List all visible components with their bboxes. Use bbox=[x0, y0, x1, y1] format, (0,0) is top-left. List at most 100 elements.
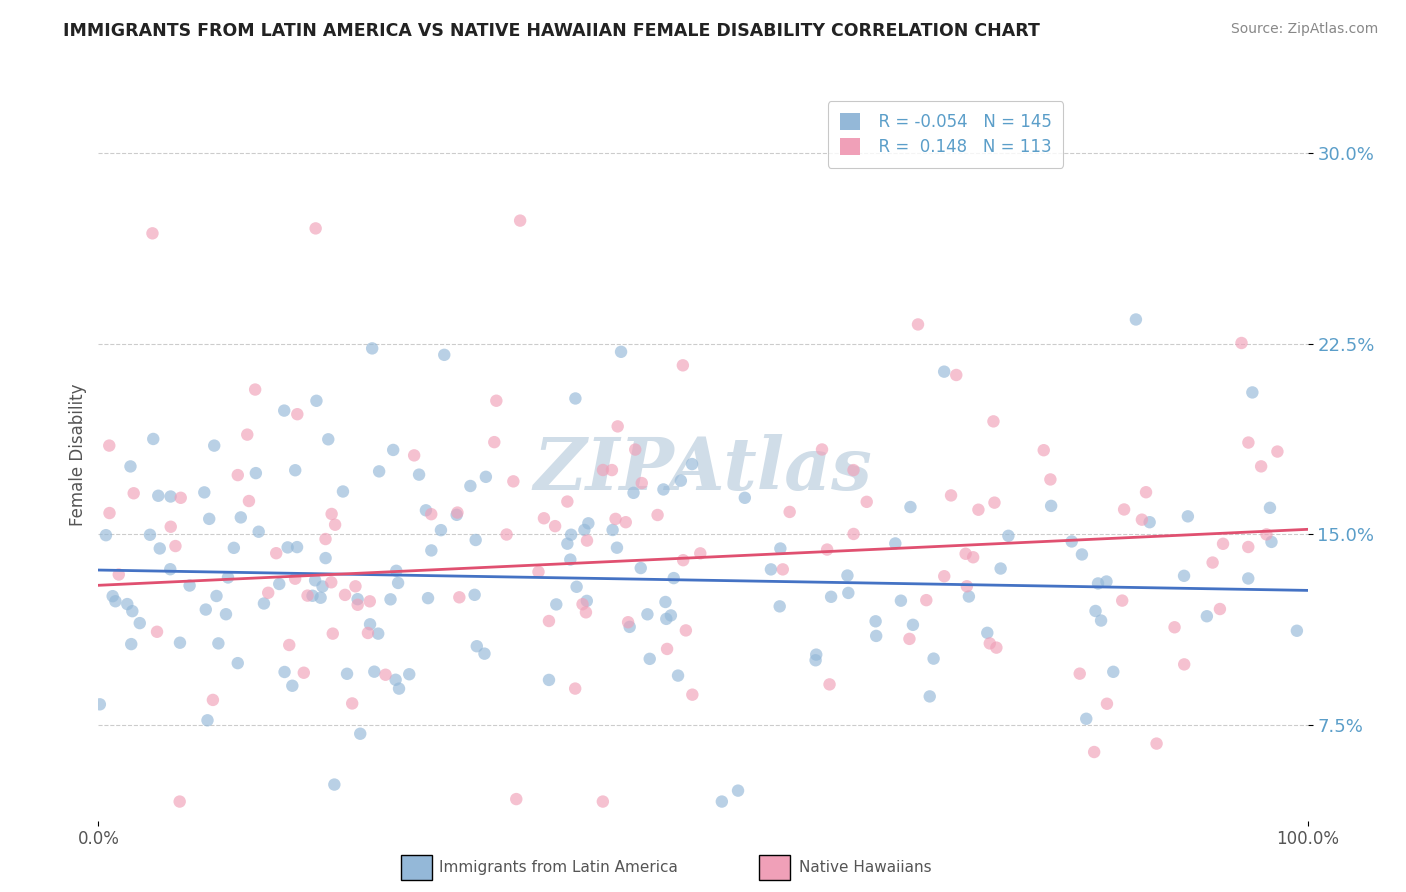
Point bbox=[226, 468, 249, 483]
Point bbox=[1201, 556, 1223, 570]
Point bbox=[564, 392, 586, 406]
Point bbox=[1095, 574, 1118, 589]
Point bbox=[474, 647, 496, 661]
Point bbox=[238, 494, 260, 508]
Point bbox=[922, 651, 945, 665]
Point bbox=[404, 449, 426, 463]
Point bbox=[98, 506, 121, 520]
Point bbox=[1256, 527, 1278, 541]
Point bbox=[297, 589, 319, 603]
Point bbox=[311, 579, 333, 593]
Point bbox=[315, 532, 337, 546]
Point bbox=[907, 318, 929, 332]
Point bbox=[205, 589, 228, 603]
Point bbox=[571, 597, 593, 611]
Point bbox=[321, 507, 343, 521]
Point bbox=[727, 783, 749, 797]
Point bbox=[997, 529, 1019, 543]
Point bbox=[159, 520, 181, 534]
Point bbox=[89, 698, 111, 712]
Point bbox=[815, 542, 838, 557]
Point bbox=[659, 608, 682, 623]
Point bbox=[576, 516, 599, 531]
Point bbox=[990, 561, 1012, 575]
Point bbox=[336, 666, 359, 681]
Point bbox=[142, 432, 165, 446]
Point bbox=[560, 552, 582, 566]
Point bbox=[201, 693, 224, 707]
Point bbox=[465, 639, 488, 653]
Point bbox=[1090, 614, 1112, 628]
Point bbox=[1267, 444, 1289, 458]
Point bbox=[367, 626, 389, 640]
Point bbox=[1139, 515, 1161, 529]
Point bbox=[430, 523, 453, 537]
Point bbox=[681, 457, 703, 471]
Point bbox=[380, 592, 402, 607]
Point bbox=[229, 510, 252, 524]
Point bbox=[128, 616, 150, 631]
Point bbox=[194, 602, 217, 616]
Point bbox=[537, 673, 560, 687]
Point bbox=[1071, 548, 1094, 562]
Point bbox=[655, 642, 678, 657]
Point bbox=[107, 567, 129, 582]
Point bbox=[408, 467, 430, 482]
Point bbox=[544, 519, 567, 533]
Point bbox=[610, 344, 633, 359]
Point bbox=[957, 590, 980, 604]
Point bbox=[806, 648, 828, 662]
Point bbox=[772, 562, 794, 576]
Point bbox=[1060, 534, 1083, 549]
Point bbox=[979, 636, 1001, 650]
Point bbox=[710, 795, 733, 809]
Point bbox=[976, 625, 998, 640]
Point bbox=[1237, 435, 1260, 450]
Point bbox=[322, 626, 344, 640]
Text: Native Hawaiians: Native Hawaiians bbox=[799, 860, 931, 874]
Point bbox=[304, 574, 326, 588]
Point bbox=[837, 586, 859, 600]
Point bbox=[277, 541, 299, 555]
Point bbox=[666, 668, 689, 682]
Point bbox=[898, 632, 921, 646]
Point bbox=[292, 665, 315, 680]
Point bbox=[415, 503, 437, 517]
Point bbox=[939, 488, 962, 502]
Point bbox=[420, 507, 443, 521]
Point bbox=[1177, 509, 1199, 524]
Point bbox=[592, 463, 614, 477]
Point bbox=[245, 466, 267, 480]
Point bbox=[197, 714, 219, 728]
Point bbox=[323, 517, 346, 532]
Point bbox=[818, 677, 841, 691]
Point bbox=[1076, 712, 1098, 726]
Point bbox=[654, 595, 676, 609]
Point bbox=[484, 435, 506, 450]
Point bbox=[278, 638, 301, 652]
Point bbox=[243, 383, 266, 397]
Point bbox=[464, 533, 486, 547]
Point bbox=[624, 442, 647, 457]
Point bbox=[842, 463, 865, 477]
Point bbox=[120, 459, 142, 474]
Point bbox=[557, 494, 579, 508]
Point bbox=[215, 607, 238, 622]
Point bbox=[557, 537, 579, 551]
Point bbox=[652, 483, 675, 497]
Point bbox=[460, 479, 482, 493]
Point bbox=[285, 540, 308, 554]
Point bbox=[207, 636, 229, 650]
Point bbox=[1084, 604, 1107, 618]
Point bbox=[433, 348, 456, 362]
Point bbox=[1125, 312, 1147, 326]
Point bbox=[385, 564, 408, 578]
Point bbox=[101, 589, 124, 603]
Point bbox=[149, 541, 172, 556]
Point bbox=[170, 491, 193, 505]
Point bbox=[361, 342, 384, 356]
Point bbox=[1241, 385, 1264, 400]
Point bbox=[884, 536, 907, 550]
Point bbox=[359, 617, 381, 632]
Point bbox=[865, 615, 887, 629]
